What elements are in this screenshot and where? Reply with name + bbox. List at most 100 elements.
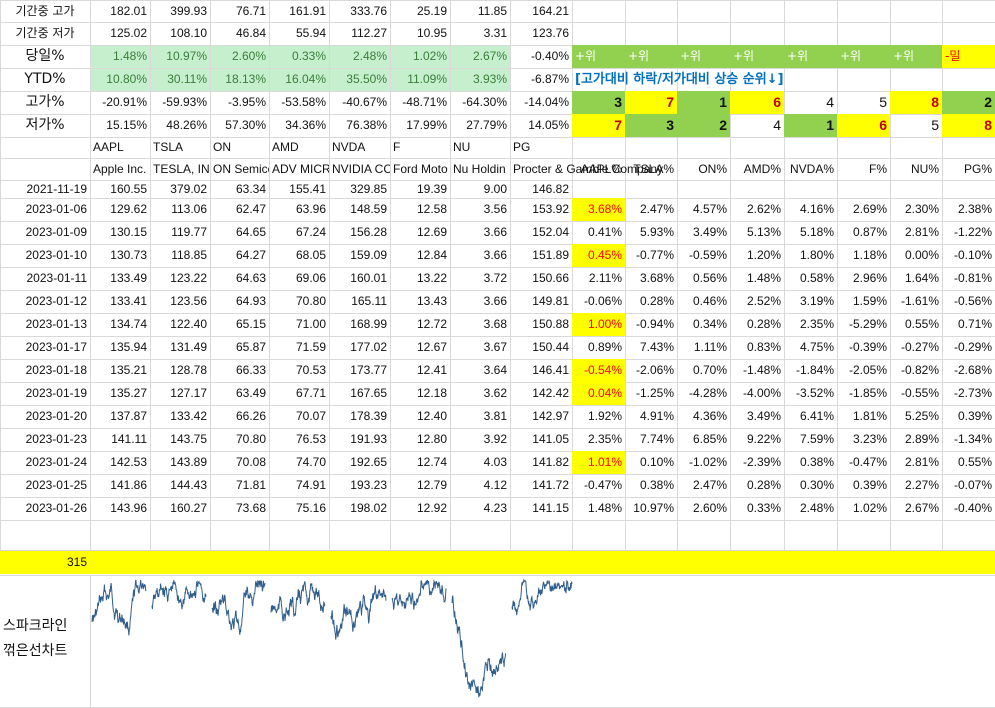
price-cell[interactable]: 134.74 [110, 317, 147, 331]
pct-cell[interactable]: 1.18% [852, 248, 887, 262]
pct-cell[interactable]: -0.56% [953, 294, 992, 308]
price-cell[interactable]: 3.68 [483, 317, 507, 331]
pct-cell[interactable]: 2.27% [904, 478, 939, 492]
rank-high-value[interactable]: 6 [730, 91, 784, 114]
pct-cell[interactable]: 4.36% [692, 409, 727, 423]
pct-cell[interactable]: -2.73% [953, 386, 992, 400]
price-cell[interactable]: 68.05 [295, 248, 326, 262]
summary-value[interactable]: -48.71% [402, 95, 447, 109]
summary-value[interactable]: 11.85 [477, 4, 507, 18]
pct-cell[interactable]: 2.96% [852, 271, 887, 285]
price-cell[interactable]: 74.91 [295, 478, 326, 492]
price-cell[interactable]: 143.96 [110, 501, 147, 515]
sparkline-label[interactable]: 스파크라인 [3, 618, 68, 634]
row-label[interactable]: 고가% [25, 94, 65, 110]
price-cell[interactable]: 130.73 [110, 248, 147, 262]
pct-cell[interactable]: 1.59% [852, 294, 887, 308]
pct-cell[interactable]: 2.30% [904, 202, 939, 216]
pct-cell[interactable]: -0.82% [900, 363, 939, 377]
price-cell[interactable]: 64.93 [235, 294, 266, 308]
summary-value[interactable]: 3.93% [472, 72, 507, 86]
ticker-header[interactable]: NVDA [332, 140, 366, 154]
price-cell[interactable]: 12.84 [416, 248, 447, 262]
pct-cell[interactable]: -0.47% [848, 455, 887, 469]
pct-cell[interactable]: -0.27% [900, 340, 939, 354]
pct-cell[interactable]: 2.35% [799, 317, 834, 331]
pct-cell[interactable]: 0.41% [587, 225, 622, 239]
company-name[interactable]: Ford Moto [393, 162, 448, 176]
summary-value[interactable]: 108.10 [170, 26, 207, 40]
company-name[interactable]: Apple Inc. [93, 162, 147, 176]
price-cell[interactable]: 12.58 [416, 202, 447, 216]
price-cell[interactable]: 135.94 [110, 340, 147, 354]
summary-value[interactable]: 10.80% [106, 72, 147, 86]
pct-cell[interactable]: 1.00% [572, 313, 625, 336]
price-cell[interactable]: 150.66 [532, 271, 569, 285]
pct-cell[interactable]: -0.10% [953, 248, 992, 262]
pct-cell[interactable]: 0.70% [692, 363, 727, 377]
pct-cell[interactable]: 0.55% [904, 317, 939, 331]
pct-header[interactable]: NVDA% [789, 162, 834, 176]
summary-value[interactable]: 76.71 [235, 4, 266, 18]
pct-cell[interactable]: 0.39% [852, 478, 887, 492]
pct-cell[interactable]: 10.97% [633, 501, 674, 515]
pct-cell[interactable]: 2.81% [904, 225, 939, 239]
pct-cell[interactable]: -0.55% [900, 386, 939, 400]
row-label[interactable]: 저가% [25, 117, 65, 133]
ranking-caption[interactable]: [고가대비 하락/저가대비 상승 순위↓] [575, 72, 784, 87]
row-label[interactable]: YTD% [24, 71, 66, 87]
pct-cell[interactable]: -0.06% [583, 294, 622, 308]
price-cell[interactable]: 64.27 [235, 248, 266, 262]
pct-cell[interactable]: 3.23% [852, 432, 887, 446]
price-cell[interactable]: 65.15 [235, 317, 266, 331]
price-cell[interactable]: 71.81 [235, 478, 266, 492]
pct-cell[interactable]: 0.39% [957, 409, 992, 423]
price-cell[interactable]: 3.66 [483, 294, 507, 308]
company-name[interactable]: TESLA, INC [153, 162, 210, 176]
pct-cell[interactable]: 4.57% [692, 202, 727, 216]
pct-cell[interactable]: 4.91% [639, 409, 674, 423]
company-name[interactable]: Procter & Gamble Company [513, 162, 664, 176]
date-cell[interactable]: 2023-01-24 [25, 455, 87, 469]
summary-value[interactable]: 48.26% [166, 118, 207, 132]
price-cell[interactable]: 12.74 [416, 455, 447, 469]
pct-cell[interactable]: 0.83% [746, 340, 781, 354]
date-cell[interactable]: 2023-01-26 [25, 501, 87, 515]
price-cell[interactable]: 128.78 [170, 363, 207, 377]
summary-value[interactable]: 18.13% [225, 72, 266, 86]
price-cell[interactable]: 141.11 [111, 432, 147, 446]
price-cell[interactable]: 177.02 [350, 340, 387, 354]
price-cell[interactable]: 135.21 [110, 363, 147, 377]
pct-cell[interactable]: 1.20% [746, 248, 781, 262]
summary-value[interactable]: 16.04% [285, 72, 326, 86]
summary-value[interactable]: 10.97% [166, 49, 207, 63]
summary-value[interactable]: 1.48% [112, 49, 147, 63]
direction-badge[interactable]: +위 [625, 45, 677, 68]
pct-cell[interactable]: 5.25% [904, 409, 939, 423]
summary-value[interactable]: 161.91 [289, 4, 326, 18]
pct-cell[interactable]: 3.68% [572, 198, 625, 221]
price-cell[interactable]: 4.03 [483, 455, 507, 469]
pct-cell[interactable]: 3.19% [799, 294, 834, 308]
pct-cell[interactable]: 5.13% [746, 225, 781, 239]
summary-value[interactable]: -59.93% [162, 95, 207, 109]
pct-cell[interactable]: -1.02% [688, 455, 727, 469]
pct-header[interactable]: NU% [910, 162, 939, 176]
price-cell[interactable]: 12.18 [416, 386, 447, 400]
price-cell[interactable]: 141.82 [532, 455, 569, 469]
pct-cell[interactable]: 2.11% [588, 271, 622, 285]
pct-cell[interactable]: 3.68% [639, 271, 674, 285]
price-cell[interactable]: 74.70 [295, 455, 326, 469]
price-cell[interactable]: 160.27 [170, 501, 207, 515]
price-cell[interactable]: 71.00 [295, 317, 326, 331]
price-cell[interactable]: 64.65 [235, 225, 266, 239]
summary-value[interactable]: 123.76 [532, 26, 569, 40]
summary-value[interactable]: 112.27 [351, 26, 387, 40]
summary-value[interactable]: -53.58% [281, 95, 326, 109]
price-cell[interactable]: 151.89 [532, 248, 569, 262]
price-cell[interactable]: 63.34 [235, 182, 266, 196]
summary-value[interactable]: 30.11% [167, 72, 207, 86]
summary-value[interactable]: -3.95% [227, 95, 266, 109]
summary-value[interactable]: 182.01 [110, 4, 147, 18]
pct-cell[interactable]: 2.81% [904, 455, 939, 469]
